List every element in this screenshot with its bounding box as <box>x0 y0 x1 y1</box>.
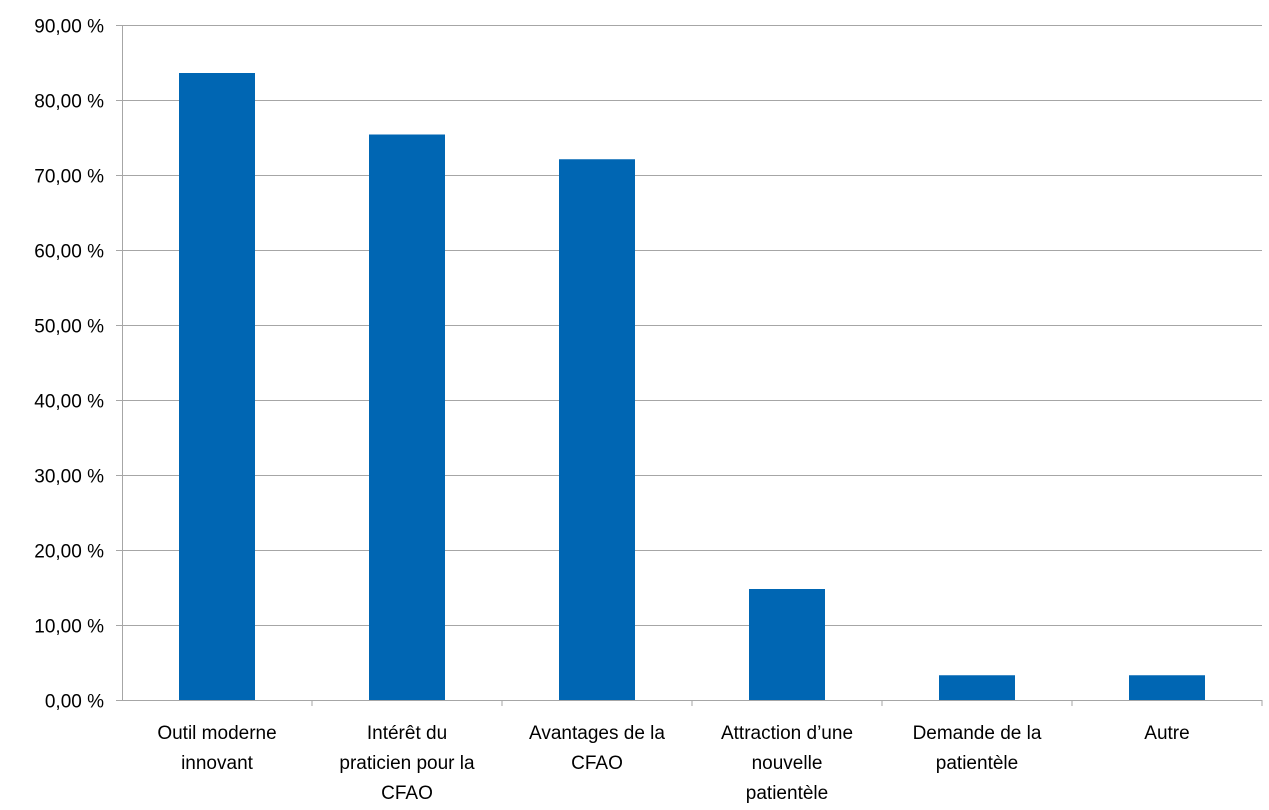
y-tick-label: 10,00 % <box>34 617 104 638</box>
axes <box>116 25 1263 706</box>
y-axis-tick-labels: 0,00 % 10,00 % 20,00 % 30,00 % 40,00 % 50,00 … <box>34 17 104 713</box>
y-tick-label: 50,00 % <box>34 317 104 338</box>
bar <box>559 159 635 700</box>
bar <box>1129 675 1205 700</box>
bar <box>749 589 825 700</box>
y-tick-label: 20,00 % <box>34 542 104 563</box>
x-category-label: Demande de la patientèle <box>913 723 1042 774</box>
x-axis-category-labels: Outil moderne innovant Intérêt du praticien… <box>157 723 1189 804</box>
bar <box>369 134 445 700</box>
y-tick-label: 80,00 % <box>34 92 104 113</box>
gridlines <box>122 25 1262 626</box>
y-tick-label: 90,00 % <box>34 17 104 38</box>
y-tick-label: 60,00 % <box>34 242 104 263</box>
x-category-label: Outil moderne innovant <box>157 723 276 774</box>
bar <box>939 675 1015 700</box>
x-category-label: Intérêt du praticien pour la CFAO <box>339 723 475 804</box>
y-tick-label: 30,00 % <box>34 467 104 488</box>
y-tick-label: 0,00 % <box>45 692 104 713</box>
y-tick-label: 40,00 % <box>34 392 104 413</box>
x-category-label: Avantages de la CFAO <box>529 723 665 774</box>
y-tick-label: 70,00 % <box>34 167 104 188</box>
x-category-label: Autre <box>1144 723 1189 744</box>
x-category-label: Attraction d’une nouvelle patientèle <box>721 723 853 804</box>
bar <box>179 73 255 700</box>
bars <box>179 73 1205 700</box>
